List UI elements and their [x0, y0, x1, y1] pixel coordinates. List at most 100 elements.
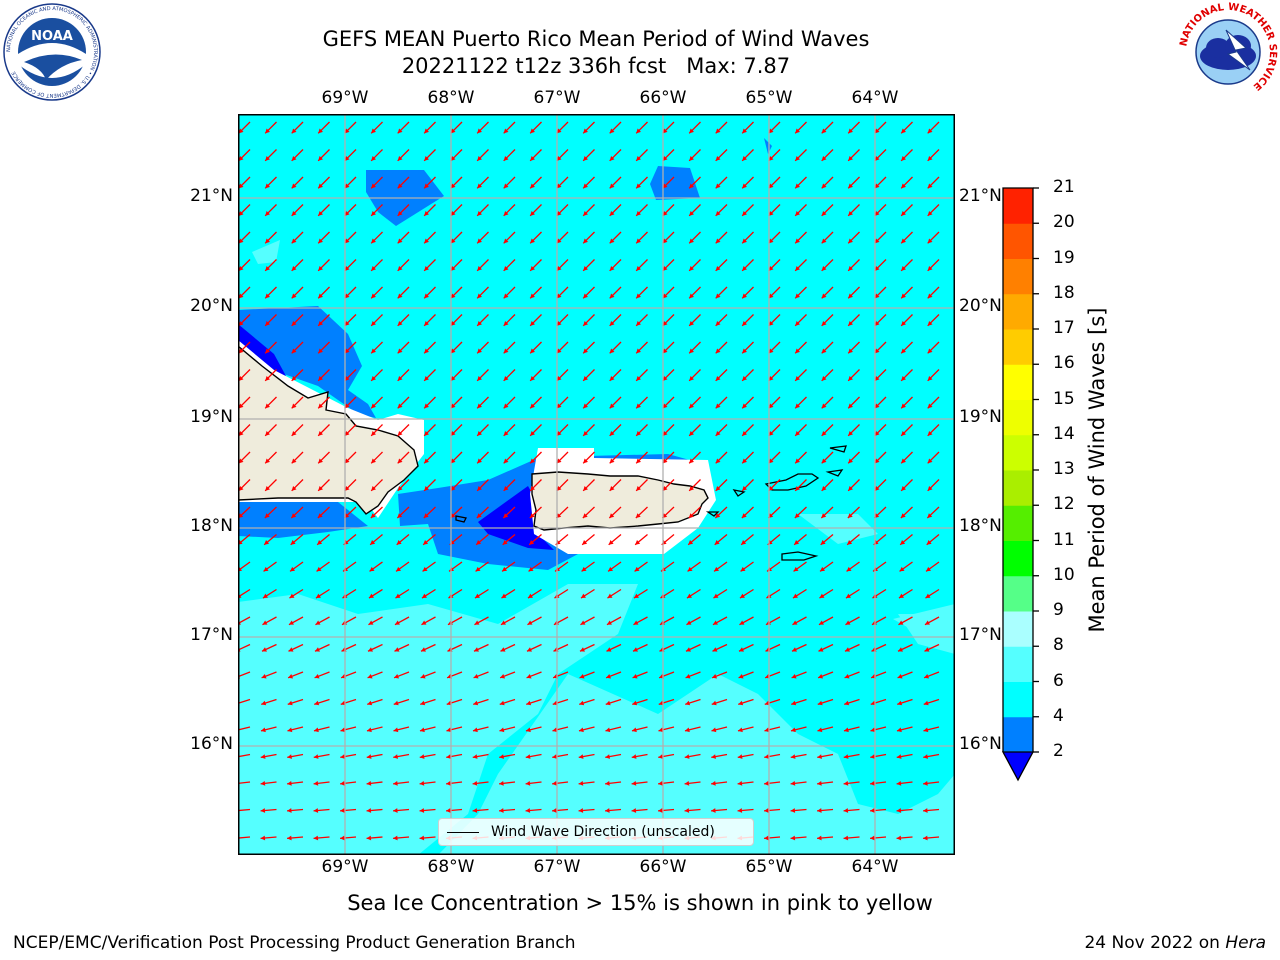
wind-arrow-head: [556, 348, 562, 354]
wind-arrow-head: [662, 486, 668, 491]
wind-arrow-head: [344, 128, 350, 134]
wind-arrow-head: [606, 620, 612, 625]
wind-arrow-head: [265, 376, 270, 381]
wind-arrow-head: [689, 376, 694, 381]
wind-arrow-head: [528, 566, 534, 572]
wind-arrow-head: [579, 647, 585, 652]
wind-arrow-head: [238, 183, 244, 189]
wind-arrow-head: [238, 156, 244, 161]
wind-arrow-head: [927, 238, 933, 244]
wind-arrow-head: [662, 348, 668, 354]
wind-arrow-head: [689, 348, 694, 354]
footer-date-text: 24 Nov 2022 on: [1084, 933, 1226, 953]
wind-arrow-head: [583, 321, 588, 326]
wind-arrow-head: [742, 348, 747, 354]
wind-arrow-head: [927, 348, 933, 354]
wind-arrow-head: [821, 348, 827, 354]
wind-arrow-head: [636, 293, 641, 299]
wind-arrow-head: [477, 293, 482, 299]
wind-arrow-head: [424, 266, 429, 271]
wind-arrow-head: [318, 266, 323, 271]
wind-arrow-head: [685, 700, 691, 706]
nws-logo: NATIONAL WEATHER SERVICE: [1178, 2, 1278, 102]
colorbar-tick-label: 11: [1053, 529, 1075, 550]
wind-arrow-head: [870, 835, 875, 841]
wind-arrow-head: [530, 156, 535, 161]
wind-arrow-head: [530, 293, 535, 299]
wind-arrow-head: [900, 540, 906, 545]
wind-arrow-head: [658, 780, 663, 786]
wind-arrow-head: [503, 128, 509, 134]
wind-arrow-head: [424, 431, 429, 436]
wind-arrow-head: [450, 238, 456, 244]
wind-arrow-head: [632, 700, 638, 706]
wind-arrow-head: [397, 293, 403, 299]
wind-arrow-head: [927, 211, 933, 216]
wind-arrow-head: [768, 376, 774, 381]
wind-arrow-head: [635, 540, 641, 545]
wind-arrow-head: [419, 835, 425, 841]
wind-arrow-head: [344, 238, 350, 244]
colorbar-tick-label: 17: [1053, 318, 1075, 338]
wind-arrow-head: [820, 540, 826, 545]
wind-arrow-head: [927, 376, 933, 381]
wind-arrow-head: [370, 540, 376, 545]
wind-arrow-head: [474, 593, 480, 599]
wind-arrow-head: [421, 593, 427, 599]
wind-arrow-head: [848, 486, 853, 491]
wind-arrow-head: [314, 647, 320, 652]
wind-arrow-head: [662, 431, 668, 436]
wind-arrow-head: [238, 486, 244, 491]
wind-arrow-head: [688, 540, 694, 545]
lon-label-top: 65°W: [745, 88, 793, 108]
wind-arrow-head: [499, 754, 505, 759]
wind-arrow-head: [795, 376, 800, 381]
colorbar-tick-label: 6: [1053, 670, 1064, 691]
wind-arrow-head: [821, 513, 827, 518]
wind-arrow-head: [662, 238, 668, 244]
wind-arrow-head: [530, 238, 535, 244]
wind-arrow-head: [795, 183, 800, 189]
wind-arrow-head: [685, 673, 691, 679]
wind-arrow-head: [818, 647, 824, 652]
wind-arrow-head: [923, 700, 929, 706]
wind-arrow-head: [608, 540, 614, 545]
wind-arrow-head: [450, 293, 456, 299]
wind-arrow-head: [792, 620, 798, 625]
wind-arrow-head: [609, 128, 615, 134]
wind-arrow-head: [578, 754, 584, 759]
wind-arrow-head: [450, 321, 456, 326]
wind-arrow-head: [870, 780, 875, 786]
wind-arrow-head: [477, 431, 482, 436]
wind-arrow-head: [791, 700, 797, 706]
colorbar-tick-label: 14: [1053, 423, 1075, 444]
wind-arrow-head: [396, 540, 402, 545]
wind-arrow-head: [450, 458, 456, 464]
wind-arrow-head: [291, 321, 297, 326]
wind-arrow-head: [795, 403, 800, 409]
wind-arrow-head: [366, 808, 372, 813]
wind-arrow-head: [580, 593, 586, 599]
wind-arrow-head: [631, 808, 637, 813]
wind-arrow-head: [632, 647, 638, 652]
wind-arrow-head: [609, 348, 615, 354]
wind-arrow-head: [711, 780, 716, 786]
wind-arrow-head: [636, 156, 641, 161]
wind-arrow-head: [530, 486, 535, 491]
wind-arrow-head: [901, 376, 906, 381]
wind-arrow-head: [844, 647, 850, 652]
wind-arrow-head: [397, 403, 403, 409]
wind-arrow-head: [927, 156, 933, 161]
wind-arrow-head: [318, 348, 323, 354]
wind-arrow-head: [503, 431, 509, 436]
wind-arrow-head: [501, 593, 507, 599]
wind-arrow-head: [291, 211, 297, 216]
wind-arrow-head: [424, 403, 429, 409]
wind-arrow-head: [848, 376, 853, 381]
wind-arrow-head: [556, 128, 562, 134]
wind-arrow-head: [897, 673, 903, 679]
wind-arrow-head: [450, 348, 456, 354]
colorbar-tick-label: 20: [1053, 212, 1075, 233]
wind-arrow-head: [740, 566, 746, 572]
colorbar-band: [1003, 329, 1033, 365]
